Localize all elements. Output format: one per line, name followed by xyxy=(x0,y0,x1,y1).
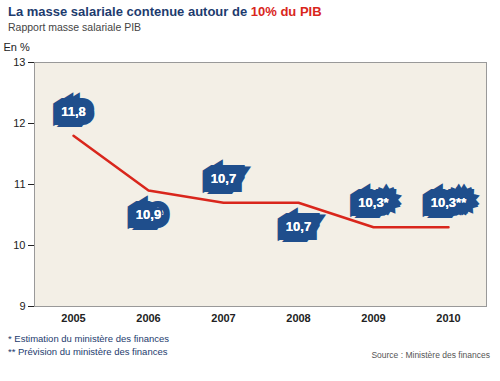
svg-text:2010: 2010 xyxy=(436,312,460,324)
svg-text:10: 10 xyxy=(13,239,25,251)
svg-text:9: 9 xyxy=(19,300,25,312)
svg-text:13: 13 xyxy=(13,56,25,68)
svg-text:12: 12 xyxy=(13,117,25,129)
svg-text:2007: 2007 xyxy=(211,312,235,324)
svg-text:10,7: 10,7 xyxy=(211,171,236,186)
svg-text:11,8: 11,8 xyxy=(61,104,86,119)
svg-text:11,8: 11,8 xyxy=(61,104,86,119)
svg-text:10,3*: 10,3* xyxy=(358,195,389,210)
html-text:** Prévision du ministère des: ** Prévision du ministère des finances xyxy=(8,346,168,357)
svg-text:10,7: 10,7 xyxy=(211,171,236,186)
svg-text:2006: 2006 xyxy=(136,312,160,324)
svg-text:10,7: 10,7 xyxy=(286,219,311,234)
svg-text:10,3**: 10,3** xyxy=(431,195,467,210)
svg-text:10,7: 10,7 xyxy=(286,219,311,234)
svg-text:2005: 2005 xyxy=(61,312,85,324)
svg-text:2009: 2009 xyxy=(361,312,385,324)
html-text:* Estimation du ministère des: * Estimation du ministère des finances xyxy=(8,333,170,344)
html-text:La masse salariale contenue au: La masse salariale contenue autour de 10… xyxy=(8,4,322,19)
svg-text:10,9: 10,9 xyxy=(136,207,161,222)
html-text:Source : Ministère des finance: Source : Ministère des finances xyxy=(371,350,490,360)
svg-text:En %: En % xyxy=(4,41,31,53)
svg-text:10,3*: 10,3* xyxy=(358,195,389,210)
svg-text:2008: 2008 xyxy=(286,312,310,324)
svg-text:10,9: 10,9 xyxy=(136,207,161,222)
svg-text:11: 11 xyxy=(14,178,25,190)
svg-text:10,3**: 10,3** xyxy=(431,195,467,210)
html-text:Rapport masse salariale PIB: Rapport masse salariale PIB xyxy=(8,21,142,33)
